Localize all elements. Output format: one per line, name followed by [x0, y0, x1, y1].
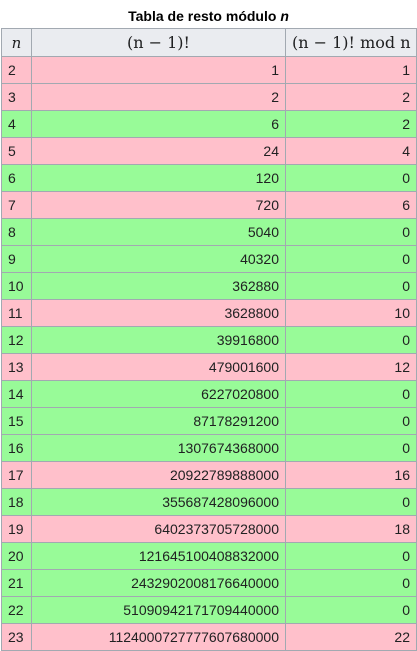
cell-mod: 4 [285, 137, 417, 165]
cell-n: 10 [1, 272, 32, 300]
table-row: 5 24 4 [1, 137, 417, 165]
table-row: 21 2432902008176640000 0 [1, 569, 417, 597]
cell-mod: 0 [285, 407, 417, 435]
cell-factorial: 1307674368000 [31, 434, 286, 462]
cell-n: 9 [1, 245, 32, 273]
table-row: 8 5040 0 [1, 218, 417, 246]
cell-n: 11 [1, 299, 32, 327]
table-row: 6 120 0 [1, 164, 417, 192]
cell-factorial: 2432902008176640000 [31, 569, 286, 597]
cell-n: 12 [1, 326, 32, 354]
cell-n: 5 [1, 137, 32, 165]
caption-text: Tabla de resto módulo [128, 8, 277, 24]
cell-mod: 6 [285, 191, 417, 219]
table-row: 20 121645100408832000 0 [1, 542, 417, 570]
cell-n: 21 [1, 569, 32, 597]
cell-mod: 12 [285, 353, 417, 381]
cell-n: 6 [1, 164, 32, 192]
cell-n: 17 [1, 461, 32, 489]
table-row: 17 20922789888000 16 [1, 461, 417, 489]
cell-factorial: 5040 [31, 218, 286, 246]
cell-factorial: 1124000727777607680000 [31, 623, 286, 651]
header-mod: (n − 1)! mod n [285, 28, 417, 57]
cell-factorial: 362880 [31, 272, 286, 300]
cell-factorial: 6 [31, 110, 286, 138]
cell-factorial: 720 [31, 191, 286, 219]
cell-factorial: 3628800 [31, 299, 286, 327]
cell-factorial: 479001600 [31, 353, 286, 381]
factorial-mod-table: n (n − 1)! (n − 1)! mod n 2 1 1 3 2 2 4 6 2 5 24 4 6… [1, 28, 417, 651]
cell-n: 3 [1, 83, 32, 111]
cell-mod: 0 [285, 434, 417, 462]
cell-mod: 0 [285, 488, 417, 516]
cell-n: 22 [1, 596, 32, 624]
cell-mod: 22 [285, 623, 417, 651]
cell-n: 13 [1, 353, 32, 381]
table-row: 14 6227020800 0 [1, 380, 417, 408]
cell-n: 15 [1, 407, 32, 435]
table-row: 18 355687428096000 0 [1, 488, 417, 516]
table-body: 2 1 1 3 2 2 4 6 2 5 24 4 6 120 0 7 720 6 8 5040 0 9 40320 0 10 36… [1, 56, 417, 651]
cell-factorial: 355687428096000 [31, 488, 286, 516]
table-row: 13 479001600 12 [1, 353, 417, 381]
cell-factorial: 51090942171709440000 [31, 596, 286, 624]
header-row: n (n − 1)! (n − 1)! mod n [1, 28, 417, 57]
table-row: 10 362880 0 [1, 272, 417, 300]
table-row: 11 3628800 10 [1, 299, 417, 327]
cell-factorial: 87178291200 [31, 407, 286, 435]
cell-n: 8 [1, 218, 32, 246]
caption-variable: n [280, 8, 289, 24]
table-row: 7 720 6 [1, 191, 417, 219]
cell-factorial: 121645100408832000 [31, 542, 286, 570]
cell-n: 16 [1, 434, 32, 462]
table-row: 12 39916800 0 [1, 326, 417, 354]
cell-mod: 0 [285, 596, 417, 624]
table-row: 22 51090942171709440000 0 [1, 596, 417, 624]
cell-n: 20 [1, 542, 32, 570]
table-row: 16 1307674368000 0 [1, 434, 417, 462]
cell-mod: 0 [285, 569, 417, 597]
cell-factorial: 2 [31, 83, 286, 111]
header-n: n [1, 28, 32, 57]
cell-factorial: 24 [31, 137, 286, 165]
cell-mod: 0 [285, 218, 417, 246]
cell-mod: 0 [285, 245, 417, 273]
cell-mod: 0 [285, 164, 417, 192]
cell-mod: 16 [285, 461, 417, 489]
cell-factorial: 6402373705728000 [31, 515, 286, 543]
cell-n: 14 [1, 380, 32, 408]
cell-factorial: 120 [31, 164, 286, 192]
cell-factorial: 1 [31, 56, 286, 84]
cell-mod: 0 [285, 380, 417, 408]
cell-n: 4 [1, 110, 32, 138]
cell-n: 19 [1, 515, 32, 543]
cell-factorial: 20922789888000 [31, 461, 286, 489]
table-row: 9 40320 0 [1, 245, 417, 273]
table-caption: Tabla de resto módulo n [0, 0, 417, 28]
cell-n: 2 [1, 56, 32, 84]
cell-mod: 10 [285, 299, 417, 327]
header-factorial: (n − 1)! [31, 28, 286, 57]
cell-factorial: 39916800 [31, 326, 286, 354]
cell-factorial: 40320 [31, 245, 286, 273]
table-row: 23 1124000727777607680000 22 [1, 623, 417, 651]
cell-n: 7 [1, 191, 32, 219]
cell-mod: 0 [285, 326, 417, 354]
cell-mod: 1 [285, 56, 417, 84]
cell-mod: 2 [285, 83, 417, 111]
cell-factorial: 6227020800 [31, 380, 286, 408]
cell-n: 23 [1, 623, 32, 651]
cell-mod: 18 [285, 515, 417, 543]
cell-n: 18 [1, 488, 32, 516]
cell-mod: 0 [285, 272, 417, 300]
cell-mod: 2 [285, 110, 417, 138]
cell-mod: 0 [285, 542, 417, 570]
table-row: 15 87178291200 0 [1, 407, 417, 435]
table-row: 19 6402373705728000 18 [1, 515, 417, 543]
table-header: n (n − 1)! (n − 1)! mod n [1, 28, 417, 57]
